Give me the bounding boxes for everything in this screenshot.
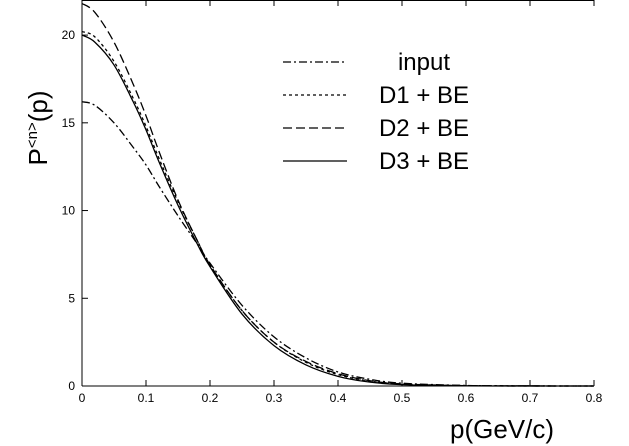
y-tick-label: 10 (62, 204, 76, 218)
x-tick-label: 0.6 (458, 391, 475, 405)
plot-axes: 0 0.1 0.2 0.3 0.4 0.5 0.6 0.7 0.8 0 5 10 15 20 (62, 0, 603, 405)
y-tick-label: 15 (62, 116, 76, 130)
x-tick-label: 0.1 (138, 391, 155, 405)
legend-label: D2 + BE (379, 115, 469, 142)
series-line-2 (81, 30, 595, 387)
x-axis-label: p(GeV/c) (450, 414, 554, 444)
x-tick-label: 0 (79, 391, 86, 405)
y-tick-label: 20 (62, 28, 76, 42)
x-tick-label: 0.5 (394, 391, 411, 405)
x-tick-label: 0.4 (330, 391, 347, 405)
y-tick-label: 0 (68, 379, 75, 393)
y-tick-label: 5 (68, 291, 75, 305)
x-tick-label: 0.7 (522, 391, 539, 405)
legend-label: D1 + BE (379, 82, 469, 109)
legend-label: D3 + BE (379, 148, 469, 175)
legend-label: input (398, 49, 450, 76)
y-axis-label-text: P<n>(p) (23, 91, 53, 166)
x-tick-label: 0.8 (586, 391, 603, 405)
x-tick-label: 0.3 (266, 391, 283, 405)
x-tick-label: 0.2 (202, 391, 219, 405)
series-line-4 (81, 34, 595, 387)
legend: input D1 + BE D2 + BE D3 + BE (283, 49, 469, 175)
series-line-3 (81, 2, 595, 387)
y-axis-label: P<n>(p) (23, 91, 53, 166)
series-layer (81, 2, 595, 387)
series-line-1 (81, 101, 595, 387)
